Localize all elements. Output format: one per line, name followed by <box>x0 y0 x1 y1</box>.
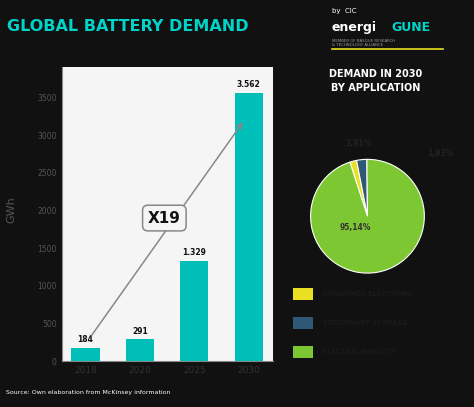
Bar <box>235 93 263 361</box>
Text: energi: energi <box>332 21 377 34</box>
Wedge shape <box>310 160 424 273</box>
Text: 291: 291 <box>132 327 148 336</box>
Text: MEMBER OF BASQUE RESEARCH
& TECHNOLOGY ALLIANCE: MEMBER OF BASQUE RESEARCH & TECHNOLOGY A… <box>332 38 395 47</box>
Bar <box>293 288 313 300</box>
Text: ELECTRIC MOBILITY: ELECTRIC MOBILITY <box>322 349 396 355</box>
Text: GUNE: GUNE <box>392 21 431 34</box>
Text: CONSUMER ELECTRONIC: CONSUMER ELECTRONIC <box>322 291 414 297</box>
Text: GWh: GWh <box>6 197 16 223</box>
Text: 1,93%: 1,93% <box>427 149 454 158</box>
Text: Source: Own elaboration from McKinsey information: Source: Own elaboration from McKinsey in… <box>6 390 170 395</box>
Text: X19: X19 <box>148 210 181 225</box>
Text: STATIONARY STORAGE: STATIONARY STORAGE <box>322 320 407 326</box>
Text: 184: 184 <box>77 335 93 344</box>
Wedge shape <box>356 160 367 216</box>
Text: by  CIC: by CIC <box>332 8 356 14</box>
Bar <box>126 339 154 361</box>
Text: 95,14%: 95,14% <box>339 223 371 232</box>
Text: 1.329: 1.329 <box>182 248 206 257</box>
Bar <box>180 261 209 361</box>
Text: GLOBAL BATTERY DEMAND: GLOBAL BATTERY DEMAND <box>7 19 249 34</box>
Text: 3.562: 3.562 <box>237 80 261 89</box>
Bar <box>71 348 100 361</box>
Text: 2,91%: 2,91% <box>346 139 372 148</box>
Bar <box>293 346 313 358</box>
Wedge shape <box>350 160 367 216</box>
Text: DEMAND IN 2030
BY APPLICATION: DEMAND IN 2030 BY APPLICATION <box>329 70 422 93</box>
Bar <box>293 317 313 329</box>
